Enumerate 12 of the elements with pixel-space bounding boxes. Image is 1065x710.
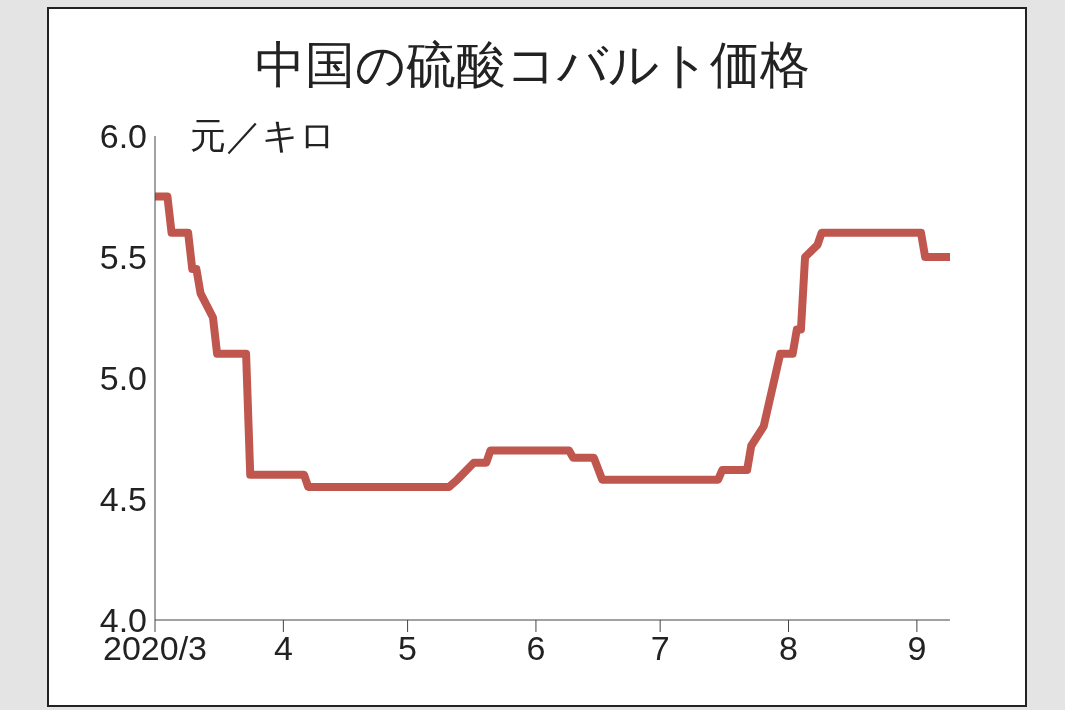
y-tick-label: 5.5 (99, 238, 147, 277)
x-tick-label: 5 (398, 629, 418, 668)
x-tick-label: 8 (779, 629, 798, 668)
y-axis-title: 元／キロ (190, 114, 336, 158)
y-tick-label: 6.0 (99, 117, 147, 156)
y-tick-label: 5.0 (99, 359, 147, 398)
x-tick-label: 4 (273, 629, 293, 668)
x-tick-label: 9 (907, 629, 927, 668)
chart-title: 中国の硫酸コバルト価格 (254, 36, 811, 95)
x-tick-label: 6 (526, 629, 546, 668)
y-tick-label: 4.5 (99, 480, 147, 519)
x-tick-label: 7 (650, 629, 670, 668)
